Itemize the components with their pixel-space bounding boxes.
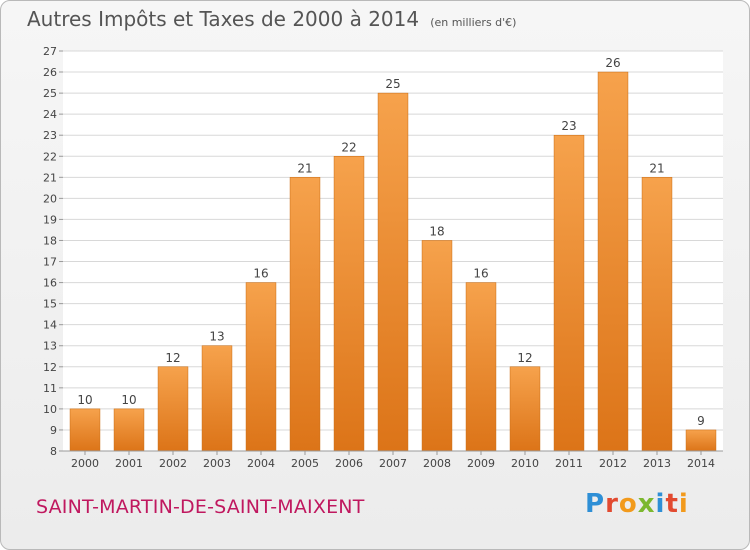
x-tick-label-2008: 2008 xyxy=(423,457,451,470)
bar-2014 xyxy=(685,429,717,452)
bar-2013 xyxy=(641,177,673,452)
data-label-2012: 26 xyxy=(605,56,620,70)
x-tick-label-2014: 2014 xyxy=(687,457,715,470)
bars xyxy=(69,71,717,452)
y-tick-label: 12 xyxy=(43,361,57,374)
bar-2001 xyxy=(113,408,145,452)
data-label-2000: 10 xyxy=(77,393,92,407)
logo-letter: o xyxy=(618,489,638,519)
y-tick-label: 24 xyxy=(43,108,57,121)
logo-letter: t xyxy=(665,489,679,519)
x-tick-label-2005: 2005 xyxy=(291,457,319,470)
x-tick-label-2010: 2010 xyxy=(511,457,539,470)
x-tick-label-2009: 2009 xyxy=(467,457,495,470)
y-tick-label: 11 xyxy=(43,382,57,395)
bar-2005 xyxy=(289,177,321,452)
data-label-2014: 9 xyxy=(697,414,705,428)
data-label-2009: 16 xyxy=(473,267,488,281)
y-tick-label: 21 xyxy=(43,171,57,184)
bar-2010 xyxy=(509,366,541,452)
bar-2002 xyxy=(157,366,189,452)
y-tick-label: 19 xyxy=(43,213,57,226)
bar-2008 xyxy=(421,240,453,452)
logo-letter: r xyxy=(605,489,619,519)
data-label-2003: 13 xyxy=(209,330,224,344)
x-tick-label-2002: 2002 xyxy=(159,457,187,470)
y-tick-label: 17 xyxy=(43,256,57,269)
data-label-2001: 10 xyxy=(121,393,136,407)
x-tick-label-2011: 2011 xyxy=(555,457,583,470)
data-label-2013: 21 xyxy=(649,161,664,175)
y-tick-label: 9 xyxy=(50,424,57,437)
commune-name: SAINT-MARTIN-DE-SAINT-MAIXENT xyxy=(36,496,365,518)
bar-2009 xyxy=(465,282,497,452)
logo-letter: x xyxy=(637,489,656,519)
data-label-2004: 16 xyxy=(253,267,268,281)
x-tick-label-2003: 2003 xyxy=(203,457,231,470)
title-unit: (en milliers d'€) xyxy=(430,16,517,29)
x-tick-label-2012: 2012 xyxy=(599,457,627,470)
x-tick-label-2004: 2004 xyxy=(247,457,275,470)
proxiti-logo[interactable]: Proxiti xyxy=(585,489,689,519)
bar-2006 xyxy=(333,156,365,452)
data-label-2008: 18 xyxy=(429,224,444,238)
x-axis-ticks: 2000 2001 2002 2003 2004 2005 2006 2007 2008 2009… xyxy=(71,451,715,470)
y-tick-label: 15 xyxy=(43,298,57,311)
x-tick-label-2013: 2013 xyxy=(643,457,671,470)
y-tick-label: 22 xyxy=(43,150,57,163)
data-label-2005: 21 xyxy=(297,161,312,175)
x-tick-label-2007: 2007 xyxy=(379,457,407,470)
y-tick-label: 14 xyxy=(43,319,57,332)
y-tick-label: 20 xyxy=(43,192,57,205)
logo-letter: i xyxy=(655,489,666,519)
title-main: Autres Impôts et Taxes de 2000 à 2014 xyxy=(27,7,420,31)
y-tick-label: 18 xyxy=(43,234,57,247)
logo-letter: P xyxy=(585,489,606,519)
y-tick-label: 25 xyxy=(43,87,57,100)
logo-letter: i xyxy=(678,489,689,519)
data-label-2010: 12 xyxy=(517,351,532,365)
y-tick-label: 10 xyxy=(43,403,57,416)
bar-2003 xyxy=(201,345,233,452)
y-tick-label: 27 xyxy=(43,45,57,58)
bar-2011 xyxy=(553,134,585,452)
y-tick-label: 23 xyxy=(43,129,57,142)
data-label-2011: 23 xyxy=(561,119,576,133)
x-tick-label-2006: 2006 xyxy=(335,457,363,470)
y-tick-label: 13 xyxy=(43,340,57,353)
y-tick-label: 16 xyxy=(43,277,57,290)
bar-2012 xyxy=(597,71,629,452)
x-tick-label-2000: 2000 xyxy=(71,457,99,470)
bar-2007 xyxy=(377,92,409,452)
bar-2004 xyxy=(245,282,277,452)
chart-title: Autres Impôts et Taxes de 2000 à 2014 (e… xyxy=(27,7,516,31)
data-label-2002: 12 xyxy=(165,351,180,365)
y-axis-ticks: 8 9 10 11 12 13 14 15 16 17 18 19 20 21 22 23 24 25 26 27 xyxy=(43,45,63,458)
x-tick-label-2001: 2001 xyxy=(115,457,143,470)
bar-2000 xyxy=(69,408,101,452)
y-tick-label: 26 xyxy=(43,66,57,79)
data-label-2007: 25 xyxy=(385,77,400,91)
data-labels: 10 10 12 13 16 21 22 25 18 16 12 23 26 21 9 xyxy=(77,56,704,428)
y-tick-label: 8 xyxy=(50,445,57,458)
data-label-2006: 22 xyxy=(341,140,356,154)
